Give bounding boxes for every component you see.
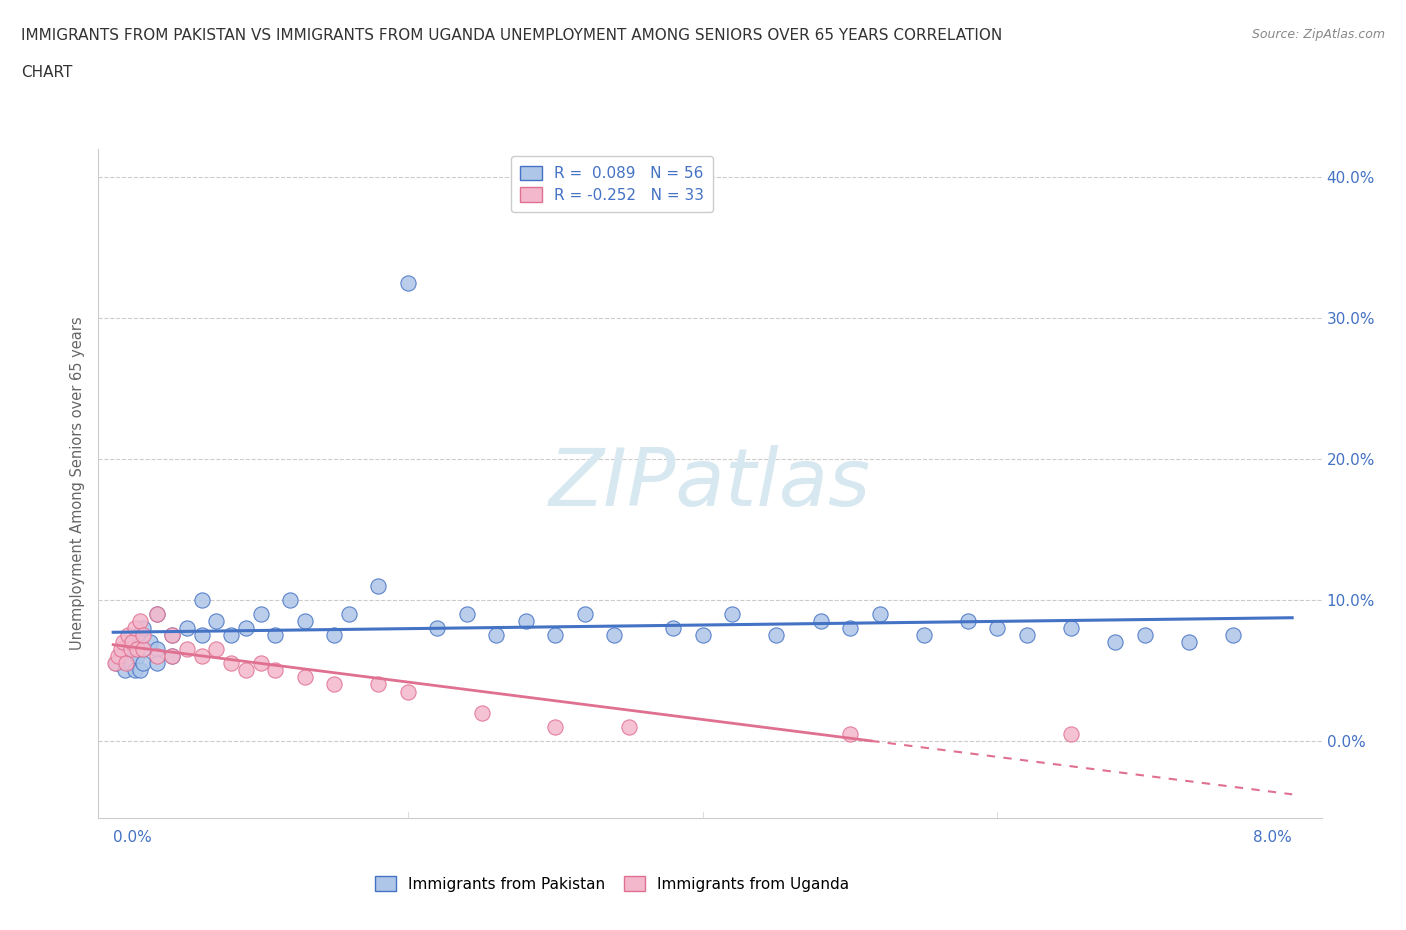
Text: Source: ZipAtlas.com: Source: ZipAtlas.com [1251, 28, 1385, 41]
Point [323, 628, 346, 643]
Point [1015, 628, 1038, 643]
Point [692, 628, 714, 643]
Point [146, 606, 169, 621]
Point [146, 649, 169, 664]
Point [485, 628, 508, 643]
Point [1133, 628, 1156, 643]
Point [662, 620, 685, 635]
Y-axis label: Unemployment Among Seniors over 65 years: Unemployment Among Seniors over 65 years [70, 317, 86, 650]
Point [1178, 635, 1201, 650]
Point [367, 677, 389, 692]
Point [124, 620, 146, 635]
Point [127, 628, 149, 643]
Point [515, 614, 537, 629]
Point [160, 649, 183, 664]
Point [235, 620, 257, 635]
Point [190, 592, 212, 607]
Point [869, 606, 891, 621]
Point [114, 663, 136, 678]
Point [190, 649, 212, 664]
Point [367, 578, 389, 593]
Point [131, 656, 153, 671]
Point [765, 628, 787, 643]
Point [574, 606, 596, 621]
Point [323, 677, 346, 692]
Point [117, 642, 139, 657]
Point [264, 663, 287, 678]
Point [115, 656, 138, 671]
Point [1060, 620, 1083, 635]
Point [146, 606, 169, 621]
Point [205, 614, 228, 629]
Point [219, 656, 242, 671]
Text: 0.0%: 0.0% [112, 830, 152, 844]
Point [139, 635, 162, 650]
Point [176, 642, 198, 657]
Point [839, 726, 862, 741]
Point [294, 614, 316, 629]
Point [544, 628, 567, 643]
Point [120, 642, 142, 657]
Point [337, 606, 360, 621]
Point [104, 656, 127, 671]
Point [810, 614, 832, 629]
Text: ZIPatlas: ZIPatlas [548, 445, 872, 523]
Point [721, 606, 744, 621]
Legend: Immigrants from Pakistan, Immigrants from Uganda: Immigrants from Pakistan, Immigrants fro… [368, 870, 856, 897]
Point [456, 606, 478, 621]
Point [1104, 635, 1126, 650]
Point [190, 628, 212, 643]
Point [986, 620, 1008, 635]
Point [956, 614, 979, 629]
Point [146, 656, 169, 671]
Point [426, 620, 449, 635]
Point [160, 628, 183, 643]
Point [128, 663, 150, 678]
Point [396, 275, 419, 290]
Point [839, 620, 862, 635]
Point [121, 635, 143, 650]
Point [249, 606, 271, 621]
Point [176, 620, 198, 635]
Point [146, 642, 169, 657]
Point [122, 635, 145, 650]
Point [160, 649, 183, 664]
Point [219, 628, 242, 643]
Point [125, 649, 148, 664]
Point [294, 670, 316, 684]
Point [105, 656, 128, 671]
Point [617, 719, 640, 734]
Point [912, 628, 935, 643]
Point [131, 642, 153, 657]
Point [1222, 628, 1244, 643]
Point [160, 628, 183, 643]
Point [124, 663, 146, 678]
Point [544, 719, 567, 734]
Point [396, 684, 419, 699]
Point [110, 642, 132, 657]
Point [107, 649, 129, 664]
Point [112, 635, 135, 650]
Point [235, 663, 257, 678]
Point [278, 592, 301, 607]
Text: CHART: CHART [21, 65, 73, 80]
Point [264, 628, 287, 643]
Point [1060, 726, 1083, 741]
Point [110, 649, 132, 664]
Point [117, 628, 139, 643]
Point [131, 642, 153, 657]
Point [120, 656, 142, 671]
Point [249, 656, 271, 671]
Point [205, 642, 228, 657]
Point [128, 614, 150, 629]
Point [125, 642, 148, 657]
Point [603, 628, 626, 643]
Point [471, 705, 494, 720]
Point [131, 628, 153, 643]
Text: IMMIGRANTS FROM PAKISTAN VS IMMIGRANTS FROM UGANDA UNEMPLOYMENT AMONG SENIORS OV: IMMIGRANTS FROM PAKISTAN VS IMMIGRANTS F… [21, 28, 1002, 43]
Text: 8.0%: 8.0% [1253, 830, 1292, 844]
Point [131, 620, 153, 635]
